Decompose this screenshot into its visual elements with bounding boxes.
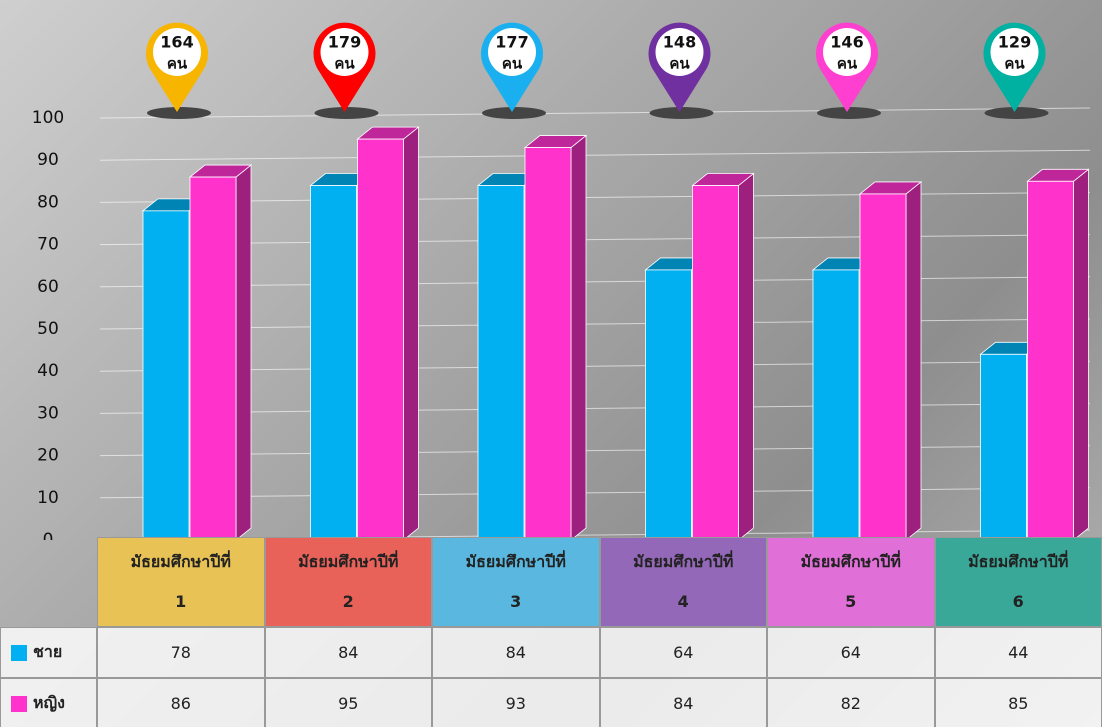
bar bbox=[812, 269, 860, 540]
total-label: 146 bbox=[830, 33, 863, 52]
bar bbox=[310, 185, 357, 540]
total-label: 129 bbox=[998, 33, 1031, 52]
grid-line bbox=[99, 402, 1091, 414]
category-header: มัธยมศึกษาปีที่ 3 bbox=[432, 537, 600, 627]
bar-group bbox=[691, 172, 755, 540]
y-tick-label: 0 bbox=[43, 530, 54, 540]
legend-label: หญิง bbox=[33, 693, 65, 712]
legend-entry: ชาย bbox=[0, 627, 97, 678]
total-unit: คน bbox=[1004, 55, 1025, 73]
legend-label: ชาย bbox=[33, 642, 63, 661]
pin-inner bbox=[153, 28, 201, 76]
y-tick-label: 80 bbox=[37, 192, 59, 212]
grid-line bbox=[99, 445, 1091, 457]
y-tick-label: 40 bbox=[37, 361, 59, 381]
bar bbox=[859, 193, 907, 540]
bar bbox=[980, 353, 1027, 540]
bar bbox=[1027, 180, 1074, 540]
table-value: 84 bbox=[599, 678, 767, 727]
category-header: มัธยมศึกษาปีที่ 1 bbox=[97, 537, 265, 627]
bar bbox=[142, 210, 190, 540]
pin-shadow bbox=[817, 107, 881, 119]
pin-inner bbox=[823, 28, 871, 76]
table-value: 84 bbox=[264, 627, 432, 678]
bar bbox=[189, 176, 237, 540]
y-tick-label: 100 bbox=[32, 108, 64, 128]
pin-inner bbox=[990, 28, 1039, 76]
grid-line bbox=[99, 149, 1091, 161]
table-value: 64 bbox=[767, 627, 935, 678]
y-tick-label: 70 bbox=[37, 235, 59, 255]
pin-shadow bbox=[649, 107, 714, 119]
pin-shadow bbox=[314, 107, 379, 119]
y-tick-label: 50 bbox=[37, 319, 59, 339]
grid-line bbox=[99, 318, 1091, 330]
total-unit: คน bbox=[502, 55, 523, 73]
category-header: มัธยมศึกษาปีที่ 2 bbox=[264, 537, 432, 627]
legend-entry: หญิง bbox=[0, 678, 97, 727]
grid-line bbox=[99, 191, 1091, 203]
total-unit: คน bbox=[167, 55, 188, 73]
total-label: 148 bbox=[663, 33, 696, 52]
table-value: 95 bbox=[264, 678, 432, 727]
bar-group bbox=[356, 126, 420, 540]
bar-side bbox=[403, 126, 419, 540]
table-value: 86 bbox=[97, 678, 265, 727]
grid-line bbox=[99, 487, 1091, 499]
bar bbox=[477, 185, 525, 540]
table-value: 44 bbox=[934, 627, 1102, 678]
pin-inner bbox=[488, 28, 536, 76]
bar-side bbox=[1073, 168, 1089, 540]
total-label: 164 bbox=[160, 33, 193, 52]
grid-line bbox=[99, 360, 1091, 372]
table-value: 82 bbox=[767, 678, 935, 727]
bar-side bbox=[905, 181, 922, 540]
pin-inner bbox=[655, 28, 704, 76]
total-unit: คน bbox=[334, 55, 355, 73]
table-value: 64 bbox=[599, 627, 767, 678]
bar-group bbox=[523, 134, 588, 540]
y-tick-label: 20 bbox=[37, 446, 59, 466]
bar-group bbox=[858, 181, 923, 540]
bar bbox=[692, 185, 739, 540]
y-tick-label: 90 bbox=[37, 150, 59, 170]
pin-shadow bbox=[984, 107, 1049, 119]
grid-line bbox=[99, 107, 1091, 119]
table-value: 78 bbox=[97, 627, 265, 678]
y-tick-label: 10 bbox=[37, 488, 59, 508]
bar bbox=[645, 269, 692, 540]
legend-swatch bbox=[11, 644, 27, 661]
total-label: 177 bbox=[495, 33, 528, 52]
total-label: 179 bbox=[328, 33, 361, 52]
bar bbox=[357, 138, 404, 540]
bar-side bbox=[235, 164, 252, 540]
plot: 0 10 20 30 40 50 60 70 80 90 100 164 คน 179 คน 177 คน 148… bbox=[32, 22, 1091, 540]
bar-group bbox=[1026, 168, 1090, 540]
pin-shadow bbox=[482, 107, 546, 119]
bar-side bbox=[570, 134, 587, 540]
pin-shadow bbox=[147, 107, 211, 119]
grid-line bbox=[99, 234, 1091, 246]
category-header: มัธยมศึกษาปีที่ 6 bbox=[934, 537, 1102, 627]
table-value: 85 bbox=[934, 678, 1102, 727]
grid-line bbox=[99, 276, 1091, 288]
bar-group bbox=[188, 164, 253, 540]
category-header: มัธยมศึกษาปีที่ 5 bbox=[767, 537, 935, 627]
y-tick-label: 30 bbox=[37, 403, 59, 423]
table-value: 84 bbox=[432, 627, 600, 678]
legend-swatch bbox=[11, 695, 27, 712]
category-header: มัธยมศึกษาปีที่ 4 bbox=[599, 537, 767, 627]
table-value: 93 bbox=[432, 678, 600, 727]
total-unit: คน bbox=[669, 55, 690, 73]
y-tick-label: 60 bbox=[37, 277, 59, 297]
bar-side bbox=[738, 172, 754, 540]
bar bbox=[524, 147, 572, 540]
pin-inner bbox=[320, 28, 369, 76]
total-unit: คน bbox=[837, 55, 858, 73]
